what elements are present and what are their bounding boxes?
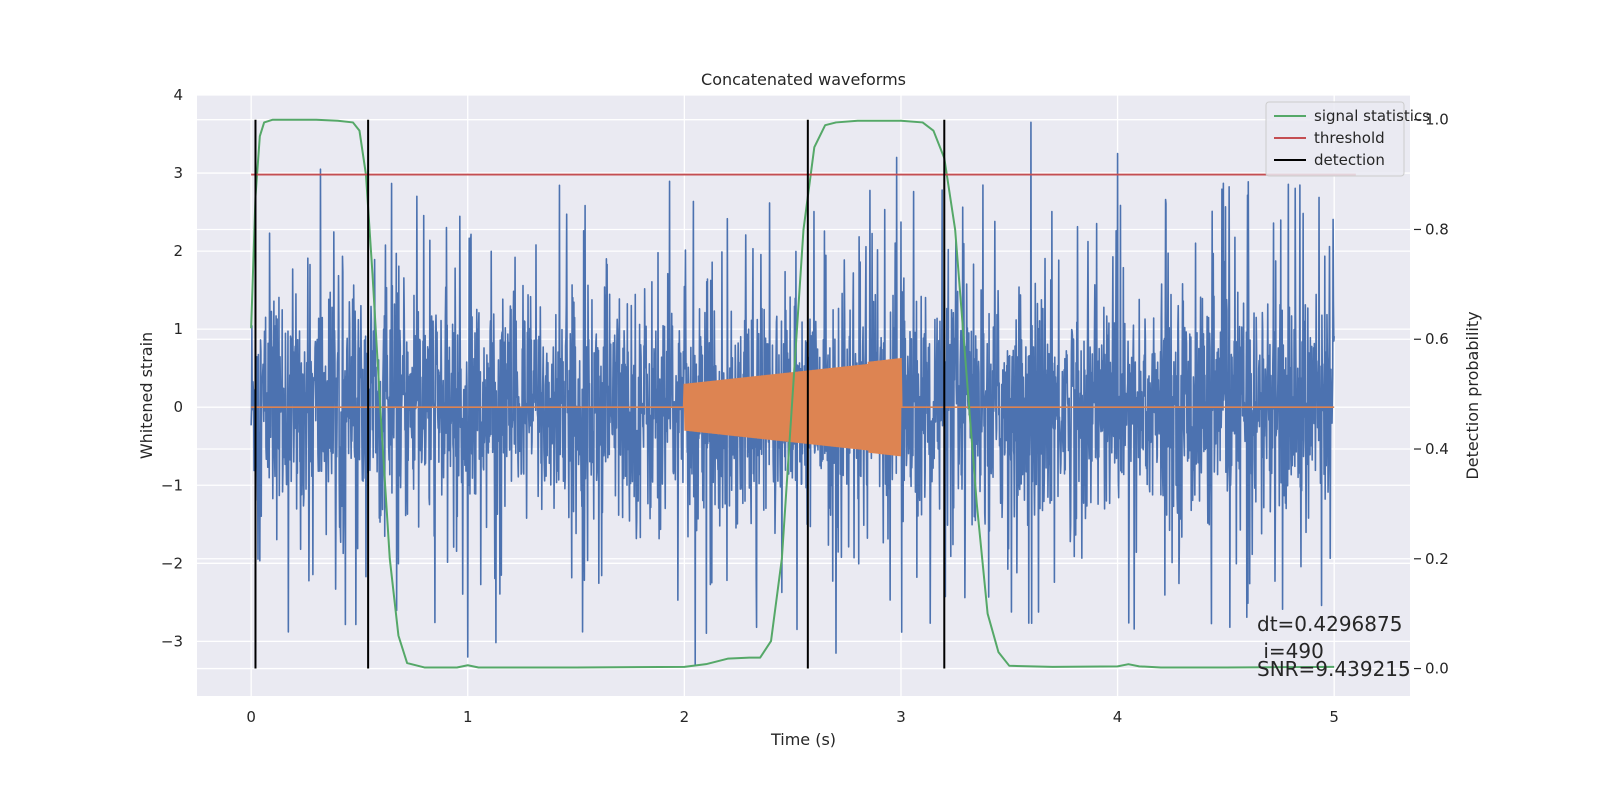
tick-labels: 0 1 2 3 4 5 −3 −2 −1 0 1 2 3 4 0.0 0.2 0.4 0.6 0.8 1.0 — [161, 86, 1449, 726]
legend-label: threshold — [1314, 129, 1385, 147]
x-tick-label: 5 — [1329, 708, 1339, 726]
annotation-index: i=490 — [1257, 639, 1324, 663]
chart-title: Concatenated waveforms — [701, 70, 906, 89]
y-tick-label: 0 — [173, 398, 183, 416]
signal-statistics-series — [250, 118, 1335, 669]
y-tick-label: 2 — [173, 242, 183, 260]
y-tick-label: −1 — [161, 476, 183, 494]
legend-box — [1265, 101, 1405, 177]
x-tick-label: 3 — [896, 708, 906, 726]
y-tick-label: 4 — [173, 86, 183, 104]
x-tick-label: 1 — [463, 708, 473, 726]
y-tick-label: −2 — [161, 554, 183, 572]
signal-statistics-line — [250, 118, 1335, 669]
x-tick-label: 0 — [246, 708, 256, 726]
y-tick-label: −3 — [161, 632, 183, 650]
x-tick-label: 4 — [1113, 708, 1123, 726]
y2-tick-label: 0.4 — [1425, 440, 1449, 458]
x-tick-label: 2 — [680, 708, 690, 726]
legend-label: detection — [1314, 151, 1385, 169]
y-tick-label: 1 — [173, 320, 183, 338]
annotation-dt: dt=0.4296875 — [1257, 612, 1402, 636]
legend-label: signal statistics — [1314, 107, 1430, 125]
y-tick-label: 3 — [173, 164, 183, 182]
y2-tick-label: 0.8 — [1425, 220, 1449, 238]
detection-series — [254, 119, 946, 669]
legend: signal statistics threshold detection — [1265, 101, 1430, 177]
injected-waveform-line — [251, 358, 1335, 457]
y2-axis-label: Detection probability — [1463, 311, 1482, 479]
y2-tick-label: 1.0 — [1425, 111, 1449, 129]
y2-tick-label: 0.0 — [1425, 660, 1449, 678]
y2-tick-label: 0.2 — [1425, 550, 1449, 568]
annotations: dt=0.4296875 i=490 SNR=9.439215 — [1257, 612, 1411, 681]
annotation-snr: SNR=9.439215 — [1257, 657, 1411, 681]
y-axis-label: Whitened strain — [137, 332, 156, 459]
y2-tick-label: 0.6 — [1425, 330, 1449, 348]
x-axis-label: Time (s) — [770, 730, 836, 749]
injected-waveform-series — [251, 358, 1335, 457]
